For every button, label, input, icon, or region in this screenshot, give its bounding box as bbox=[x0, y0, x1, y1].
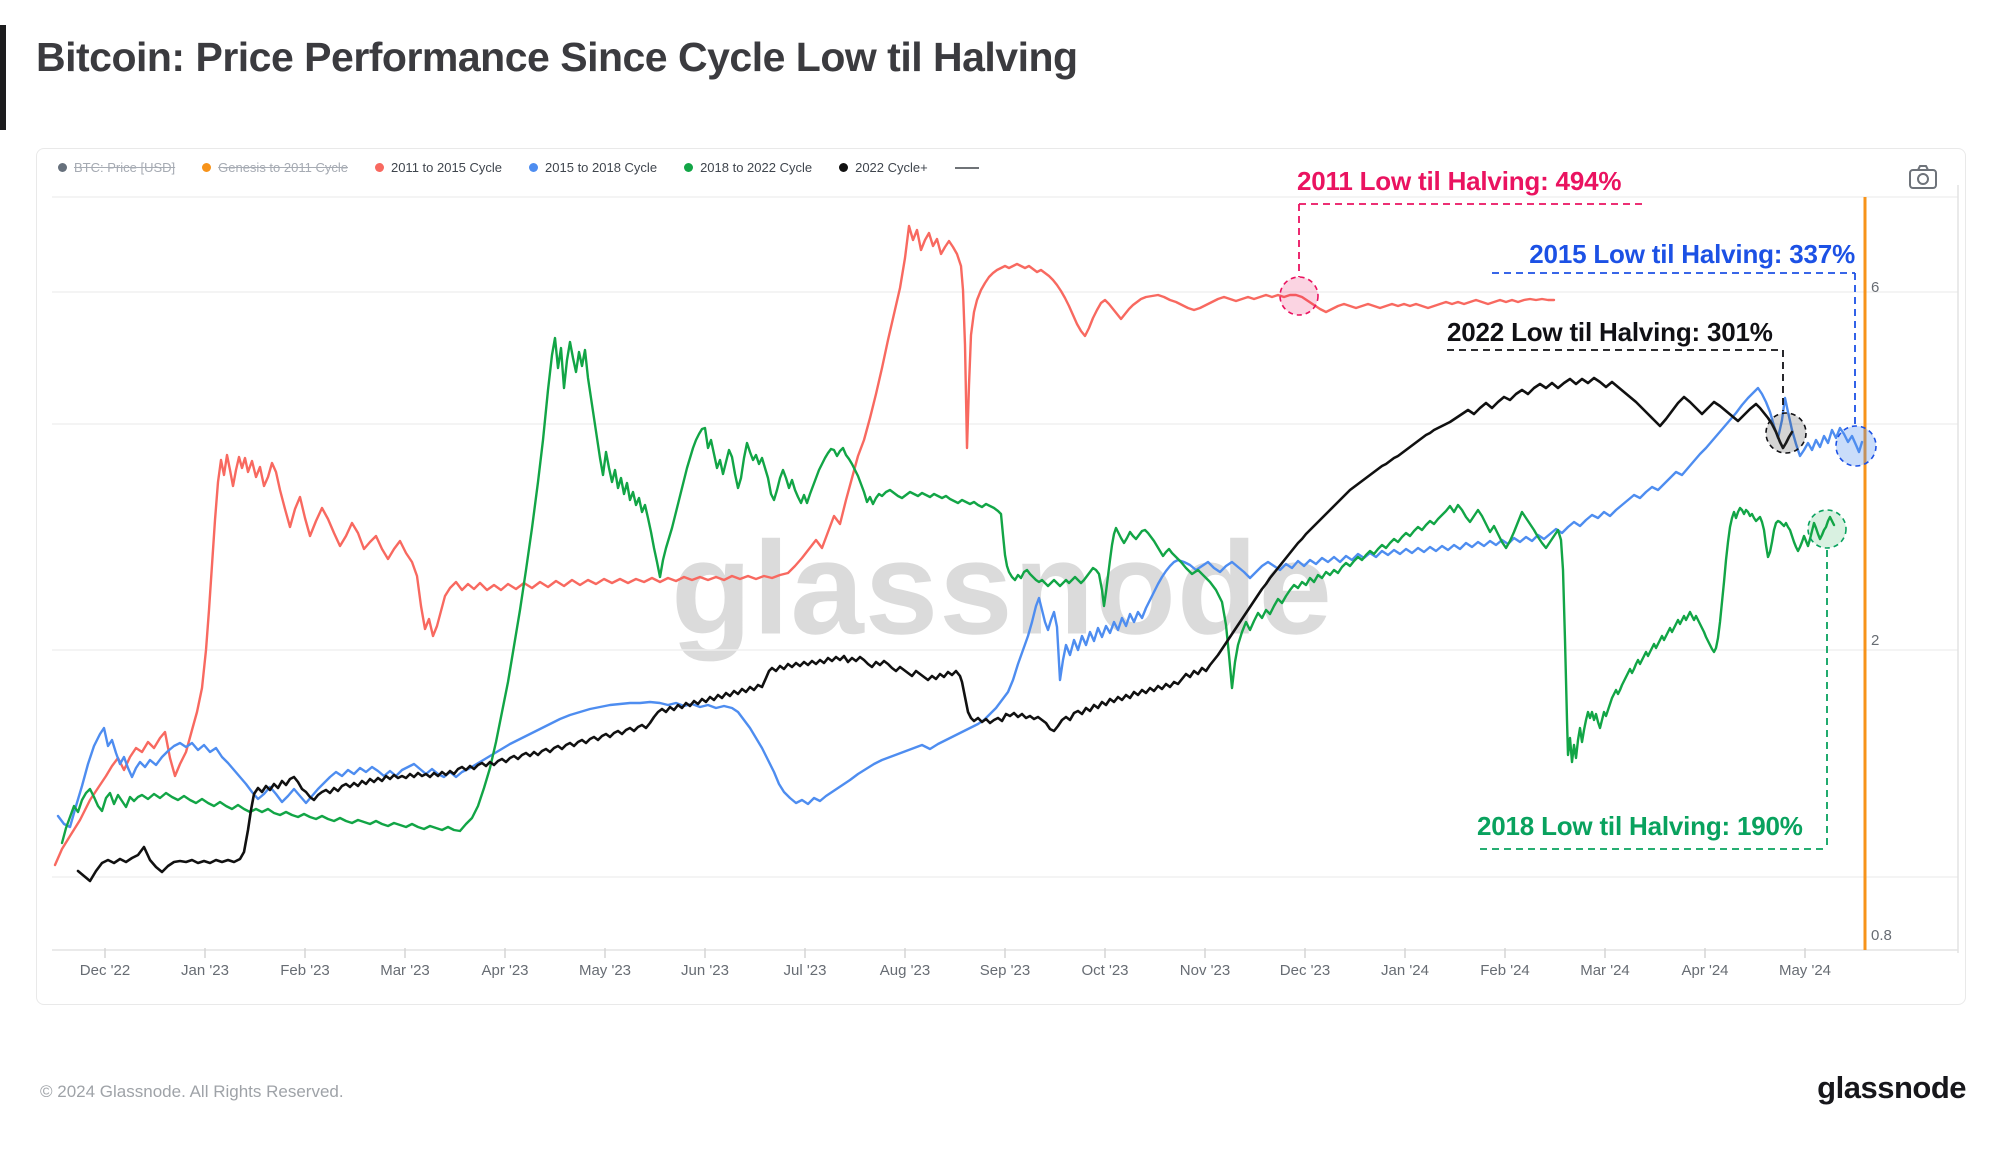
y-axis-label: 2 bbox=[1871, 632, 1880, 649]
legend-dot-icon bbox=[374, 163, 384, 172]
camera-icon[interactable] bbox=[1908, 164, 1938, 195]
x-axis-label: Jul '23 bbox=[783, 962, 827, 979]
halving-marker-circle-2011 bbox=[1279, 276, 1319, 316]
annotation-label-2018: 2018 Low til Halving: 190% bbox=[1477, 811, 1803, 841]
x-axis-label: Mar '23 bbox=[380, 962, 430, 979]
copyright-text: © 2024 Glassnode. All Rights Reserved. bbox=[40, 1082, 344, 1101]
legend-dot-icon bbox=[529, 163, 539, 172]
x-axis-label: Nov '23 bbox=[1179, 962, 1231, 979]
legend-dot-icon bbox=[684, 163, 694, 172]
y-axis-label: 0.8 bbox=[1871, 927, 1892, 944]
legend-item-label: 2011 to 2015 Cycle bbox=[390, 160, 503, 175]
annotation-label-2011: 2011 Low til Halving: 494% bbox=[1297, 166, 1622, 196]
legend-item-label: 2015 to 2018 Cycle bbox=[545, 160, 658, 175]
x-axis-label: Apr '23 bbox=[481, 962, 529, 979]
x-axis-label: May '24 bbox=[1778, 962, 1832, 979]
series-line-2018-to-2022-cycle bbox=[60, 336, 1836, 845]
series-line-2022-cycle- bbox=[76, 376, 1794, 883]
x-axis-label: May '23 bbox=[578, 962, 632, 979]
x-axis-label: Sep '23 bbox=[979, 962, 1031, 979]
annotation-label-2015: 2015 Low til Halving: 337% bbox=[1529, 239, 1855, 269]
glassnode-logo: glassnode bbox=[1817, 1070, 1966, 1105]
halving-marker-circle-2015 bbox=[1835, 425, 1877, 467]
halving-marker-circle-2018 bbox=[1807, 509, 1847, 549]
legend-item-label: 2018 to 2022 Cycle bbox=[700, 160, 813, 175]
legend-dot-icon bbox=[202, 163, 212, 172]
legend-item-2018-to-2022-cycle[interactable]: 2018 to 2022 Cycle bbox=[684, 160, 812, 175]
series-line-2015-to-2018-cycle bbox=[56, 386, 1864, 829]
x-axis-label: Jun '23 bbox=[681, 962, 729, 979]
legend-item-2022-cycle-[interactable]: 2022 Cycle+ bbox=[839, 160, 928, 175]
halving-marker-circle-2022 bbox=[1765, 412, 1807, 454]
series-line-2011-to-2015-cycle bbox=[53, 224, 1556, 867]
x-axis-label: Jan '24 bbox=[1381, 962, 1429, 979]
x-axis-label: Mar '24 bbox=[1580, 962, 1630, 979]
legend: BTC: Price [USD] Genesis to 2011 Cycle 201… bbox=[58, 160, 979, 175]
x-axis-label: Feb '24 bbox=[1480, 962, 1530, 979]
legend-item-btc-price-usd-[interactable]: BTC: Price [USD] bbox=[58, 160, 175, 175]
x-axis-label: Feb '23 bbox=[280, 962, 330, 979]
legend-item-genesis-to-2011-cycle[interactable]: Genesis to 2011 Cycle bbox=[202, 160, 348, 175]
x-axis-label: Apr '24 bbox=[1681, 962, 1729, 979]
legend-item-label: Genesis to 2011 Cycle bbox=[218, 160, 348, 175]
x-axis-label: Oct '23 bbox=[1081, 962, 1129, 979]
legend-item-2011-to-2015-cycle[interactable]: 2011 to 2015 Cycle bbox=[374, 160, 503, 175]
x-axis-label: Dec '23 bbox=[1279, 962, 1331, 979]
x-axis-label: Dec '22 bbox=[79, 962, 131, 979]
chart-card bbox=[36, 148, 1966, 1005]
left-edge-bar bbox=[0, 25, 6, 130]
x-axis-label: Jan '23 bbox=[181, 962, 229, 979]
legend-item-label: 2022 Cycle+ bbox=[855, 160, 928, 175]
legend-item-label: BTC: Price [USD] bbox=[74, 160, 176, 175]
x-axis-label: Aug '23 bbox=[879, 962, 931, 979]
page-title: Bitcoin: Price Performance Since Cycle L… bbox=[36, 34, 1078, 80]
watermark: glassnode bbox=[671, 514, 1333, 662]
annotation-label-2022: 2022 Low til Halving: 301% bbox=[1447, 317, 1773, 347]
legend-dot-icon bbox=[839, 163, 849, 172]
y-axis-label: 6 bbox=[1871, 279, 1880, 296]
legend-dot-icon bbox=[58, 163, 67, 172]
legend-halving-dash-icon[interactable] bbox=[954, 166, 979, 169]
legend-item-2015-to-2018-cycle[interactable]: 2015 to 2018 Cycle bbox=[529, 160, 657, 175]
